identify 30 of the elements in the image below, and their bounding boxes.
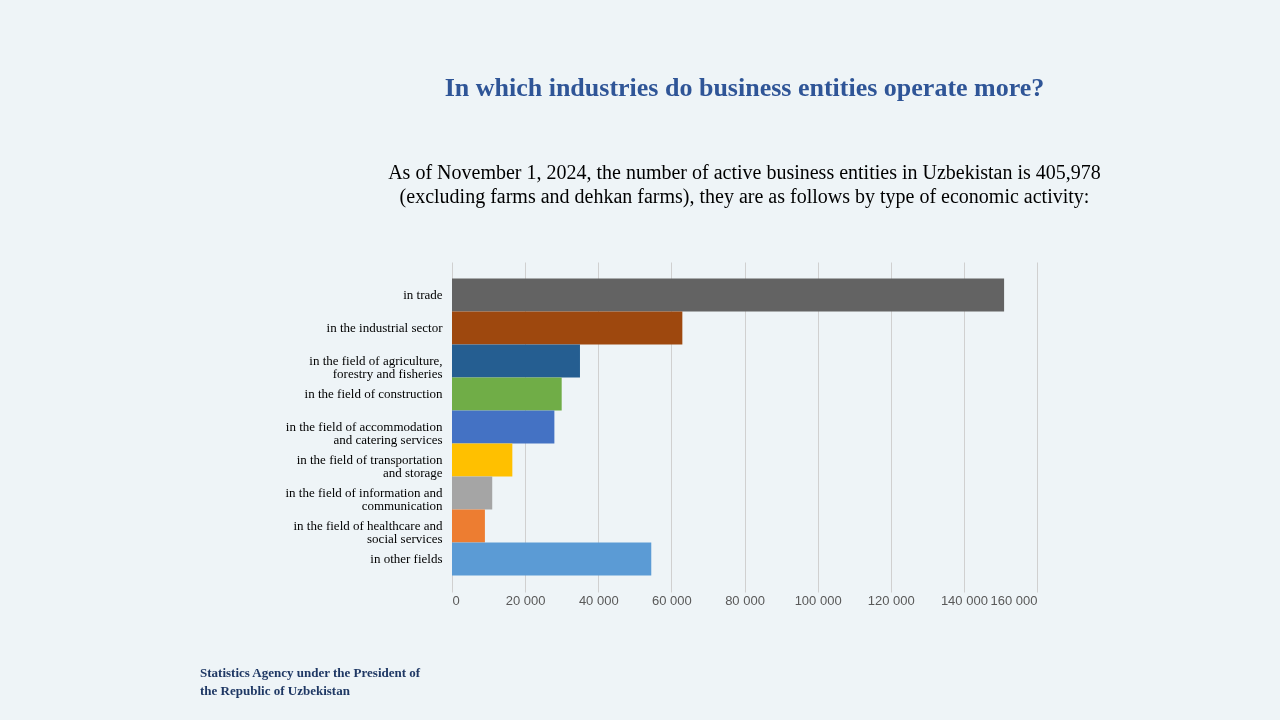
x-tick-label: 100 000 — [794, 592, 842, 608]
x-tick-label: 0 — [452, 592, 460, 608]
bar — [452, 311, 683, 345]
y-tick-label: in the field of information and communication — [285, 485, 443, 513]
y-tick-label: in the field of healthcare and social services — [293, 518, 443, 546]
y-tick-label: in trade — [403, 287, 443, 302]
x-tick-label: 160 000 — [990, 592, 1038, 608]
bar — [452, 542, 652, 576]
y-tick-label: in the field of transportation and storage — [296, 452, 443, 480]
chart-title: In which industries do business entities operate more? — [444, 73, 1045, 102]
y-tick-label: in the field of accommodation and catering services — [285, 419, 443, 447]
bar — [452, 344, 580, 378]
x-tick-label: 40 000 — [578, 592, 619, 608]
chart-subtitle: As of November 1, 2024, the number of active business entities in Uzbekistan is 405,978 (excluding farms and dehkan farms), they are as follows by type of economic activity: — [388, 161, 1101, 208]
y-tick-label: in the field of agriculture, forestry and fisheries — [309, 353, 443, 381]
x-tick-label: 140 000 — [940, 592, 988, 608]
x-tick-label: 20 000 — [505, 592, 546, 608]
y-tick-label: in the field of construction — [304, 386, 443, 401]
x-tick-label: 60 000 — [651, 592, 692, 608]
bar — [452, 278, 1005, 312]
bar — [452, 476, 493, 510]
bar — [452, 377, 562, 411]
y-tick-label: in other fields — [370, 551, 443, 566]
text: Statistics Agency under the President of the Republic of Uzbekistan — [200, 665, 421, 698]
bar — [452, 443, 513, 477]
x-tick-label: 80 000 — [725, 592, 765, 608]
x-tick-label: 120 000 — [867, 592, 915, 608]
bar — [452, 509, 485, 543]
bar — [452, 410, 555, 444]
y-tick-label: in the industrial sector — [326, 320, 444, 335]
